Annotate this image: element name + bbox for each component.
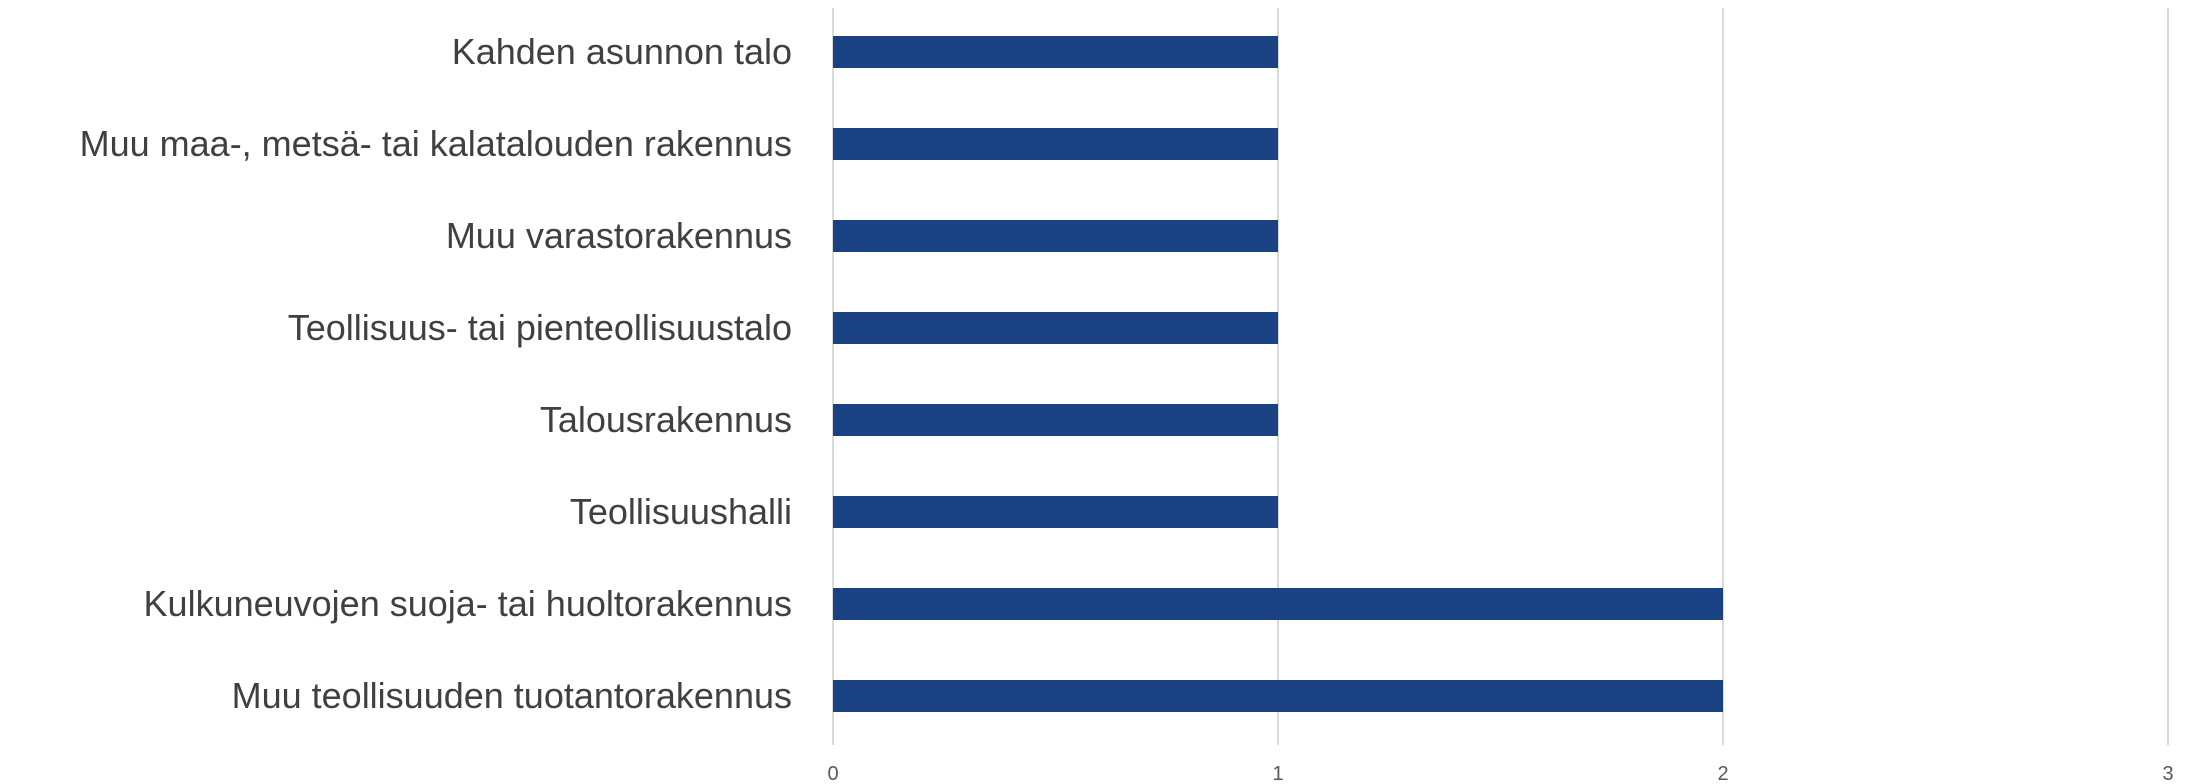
category-labels: Kahden asunnon talo Muu maa-, metsä- tai … — [80, 31, 792, 716]
category-label: Muu teollisuuden tuotantorakennus — [232, 675, 792, 716]
bar — [833, 128, 1278, 160]
bar — [833, 588, 1723, 620]
x-tick-label: 2 — [1717, 763, 1728, 784]
bar — [833, 496, 1278, 528]
category-label: Muu varastorakennus — [446, 215, 792, 256]
x-axis-tick-labels: 0 1 2 3 — [827, 763, 2173, 784]
bar — [833, 312, 1278, 344]
x-tick-label: 0 — [827, 763, 838, 784]
category-label: Teollisuushalli — [570, 491, 792, 532]
category-label: Teollisuus- tai pienteollisuustalo — [288, 307, 792, 348]
bar — [833, 404, 1278, 436]
bars — [833, 36, 1723, 712]
gridlines — [832, 8, 2169, 745]
category-label: Kulkuneuvojen suoja- tai huoltorakennus — [144, 583, 792, 624]
category-label: Kahden asunnon talo — [452, 31, 792, 72]
x-tick-label: 3 — [2162, 763, 2173, 784]
category-label: Muu maa-, metsä- tai kalatalouden rakenn… — [80, 123, 792, 164]
category-label: Talousrakennus — [540, 399, 792, 440]
bar — [833, 36, 1278, 68]
x-tick-label: 1 — [1272, 763, 1283, 784]
bar — [833, 680, 1723, 712]
bar — [833, 220, 1278, 252]
